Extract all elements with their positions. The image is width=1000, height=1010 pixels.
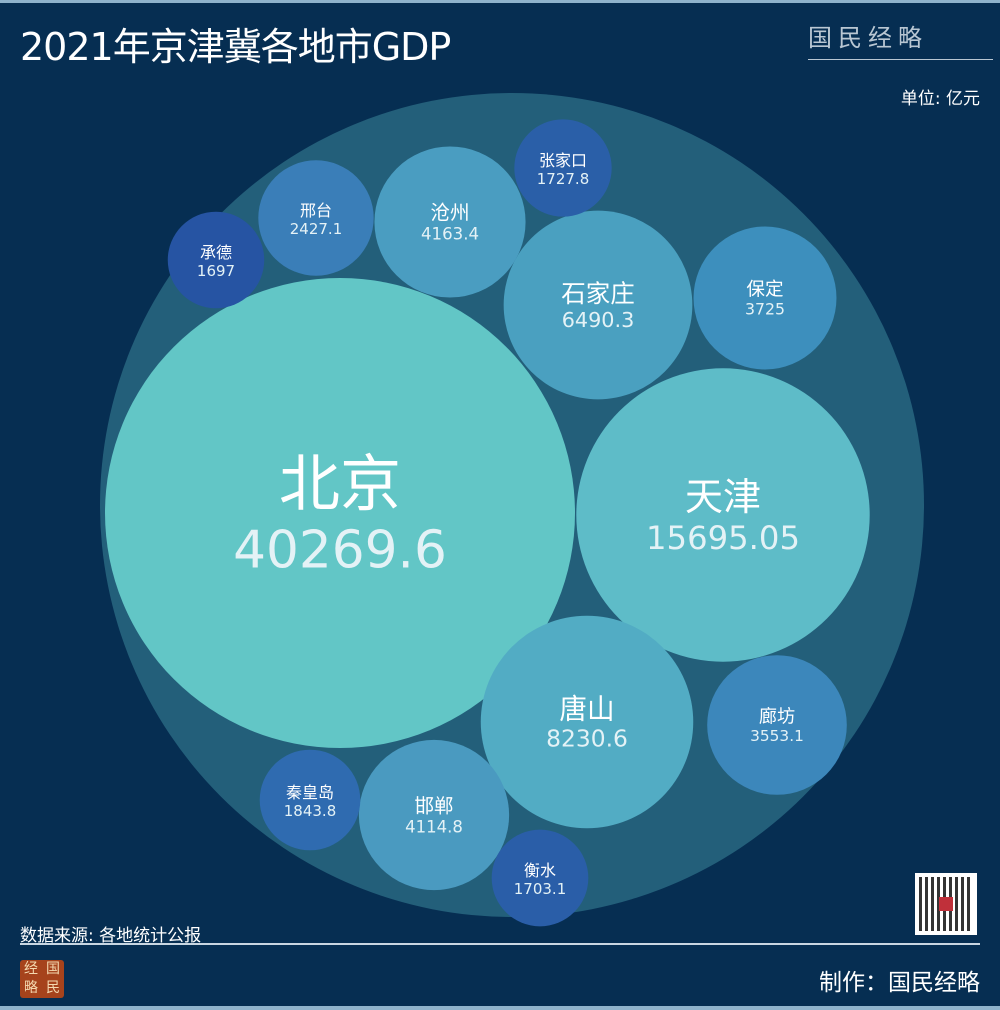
bubble-name: 唐山 [559, 692, 614, 725]
bubble-value: 1703.1 [514, 880, 567, 898]
qr-code[interactable] [915, 873, 977, 935]
bubble-name: 沧州 [430, 202, 469, 225]
bubble-value: 2427.1 [290, 220, 343, 238]
bubble-0 [105, 278, 575, 748]
bubble-value: 4163.4 [421, 224, 479, 243]
bubble-value: 3553.1 [750, 727, 804, 745]
bubble-name: 石家庄 [561, 279, 635, 308]
bubble-12 [167, 211, 265, 309]
bubble-value: 1843.8 [284, 802, 337, 820]
seal-logo: 经 国 略 民 [20, 960, 64, 998]
bubble-11 [491, 829, 589, 927]
bubble-2 [480, 615, 694, 829]
bubble-3 [503, 210, 693, 400]
bubble-value: 8230.6 [546, 725, 628, 753]
bubble-name: 邢台 [300, 201, 332, 220]
top-border [0, 0, 1000, 3]
bubble-name: 北京 [279, 449, 401, 520]
bubble-7 [707, 655, 847, 795]
bubble-4 [374, 146, 526, 298]
bubble-name: 邯郸 [414, 795, 453, 818]
seal-char: 略 [24, 980, 38, 996]
bubble-name: 衡水 [524, 861, 556, 880]
seal-char: 民 [46, 980, 60, 996]
divider [20, 943, 980, 945]
chart-title: 2021年京津冀各地市GDP [20, 25, 451, 69]
seal-char: 经 [24, 961, 38, 977]
bubble-value: 4114.8 [405, 817, 463, 836]
data-source: 数据来源: 各地统计公报 [20, 926, 202, 946]
bubble-10 [514, 119, 612, 217]
bubble-9 [259, 749, 361, 851]
bubble-value: 1697 [197, 262, 235, 280]
bubble-name: 张家口 [539, 151, 587, 170]
bubble-6 [693, 226, 837, 370]
maker-credit: 制作：国民经略 [819, 970, 980, 996]
bubble-8 [258, 160, 374, 276]
bubble-value: 15695.05 [646, 519, 800, 557]
bubble-5 [358, 739, 510, 891]
bubble-name: 保定 [746, 280, 783, 301]
unit-label: 单位: 亿元 [900, 89, 980, 109]
seal-char: 国 [46, 961, 60, 977]
bubble-value: 1727.8 [537, 170, 590, 188]
bubble-value: 40269.6 [233, 520, 447, 580]
bubble-value: 6490.3 [562, 308, 635, 332]
bubble-name: 天津 [685, 475, 761, 519]
bottom-border [0, 1006, 1000, 1010]
bubble-1 [576, 368, 870, 662]
bubble-name: 秦皇岛 [286, 783, 334, 802]
bubble-value: 3725 [745, 300, 785, 319]
brand-logo: 国民经略 [808, 18, 993, 60]
bubble-name: 廊坊 [759, 707, 795, 728]
bubble-name: 承德 [200, 243, 232, 262]
